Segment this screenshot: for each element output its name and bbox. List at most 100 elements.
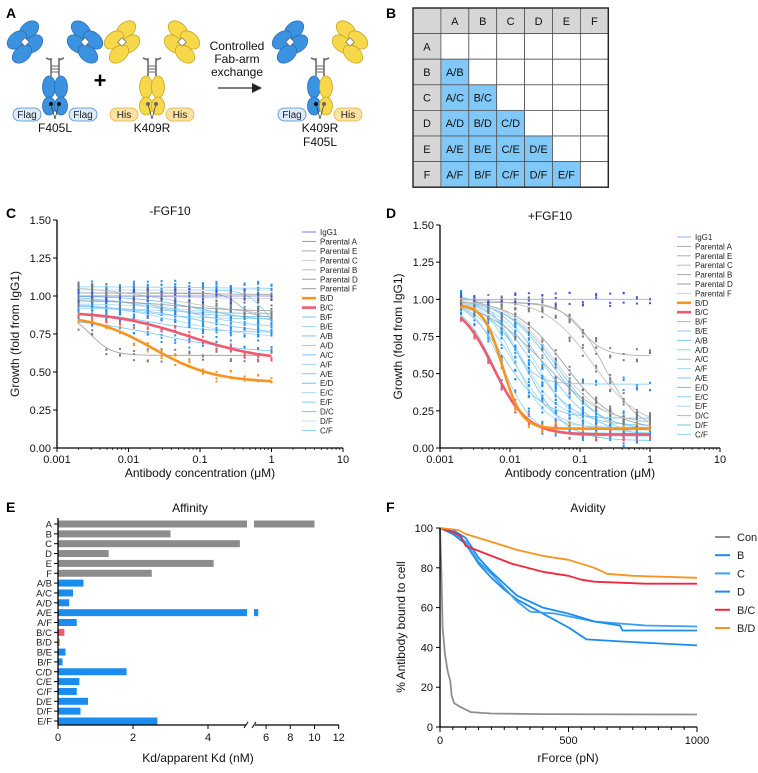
data-point xyxy=(487,340,490,343)
data-point xyxy=(609,410,612,413)
data-point xyxy=(118,326,121,329)
data-point xyxy=(91,333,94,336)
category-label: F xyxy=(46,569,52,580)
data-point xyxy=(201,300,204,303)
data-point xyxy=(514,312,517,315)
his-tag-label: His xyxy=(117,110,131,121)
data-point xyxy=(473,324,476,327)
data-point xyxy=(270,292,273,295)
data-point xyxy=(635,296,638,299)
legend-label: A/D xyxy=(320,341,334,350)
data-point xyxy=(243,327,246,330)
data-point xyxy=(132,326,135,329)
data-point xyxy=(609,421,612,424)
pair-label: B/C xyxy=(474,93,492,105)
data-point xyxy=(201,311,204,314)
bar-a-d xyxy=(58,599,70,607)
data-point xyxy=(487,305,490,308)
x-tick-label: 500 xyxy=(559,735,577,747)
data-point xyxy=(541,406,544,409)
data-point xyxy=(581,303,584,306)
data-point xyxy=(541,382,544,385)
curve-b-d xyxy=(439,527,698,579)
data-point xyxy=(541,430,544,433)
data-point xyxy=(188,325,191,328)
legend-label: B/E xyxy=(320,323,333,332)
data-point xyxy=(270,357,273,360)
fab-domain xyxy=(276,44,298,64)
data-point xyxy=(487,293,490,296)
bar-b-c xyxy=(58,628,65,636)
data-point xyxy=(622,403,625,406)
table-cell xyxy=(496,58,526,86)
table-cell xyxy=(580,84,609,111)
data-point xyxy=(581,354,584,357)
data-point xyxy=(554,316,557,319)
data-point xyxy=(609,429,612,432)
legend-label: A/B xyxy=(695,336,708,345)
data-point xyxy=(609,388,612,391)
data-point xyxy=(541,423,544,426)
category-label: A/E xyxy=(37,608,52,619)
data-point xyxy=(188,326,191,329)
fit-curve-parental-d xyxy=(78,292,272,295)
data-point xyxy=(91,316,94,319)
bar-a-f xyxy=(58,619,77,626)
data-point xyxy=(257,314,260,317)
data-point xyxy=(229,292,232,295)
data-point xyxy=(514,292,517,295)
data-point xyxy=(243,355,246,358)
data-point xyxy=(649,424,651,427)
data-point xyxy=(91,324,94,327)
fit-curve-e-c xyxy=(461,301,651,436)
data-point xyxy=(554,307,557,310)
data-point xyxy=(635,424,638,427)
data-point xyxy=(527,412,530,415)
data-point xyxy=(609,301,612,304)
fab-gap xyxy=(345,37,355,47)
y-tick-label: 0.75 xyxy=(30,329,51,341)
category-label: B/F xyxy=(37,657,52,668)
antibody-f405l: Flag Flag xyxy=(6,20,104,122)
data-point xyxy=(243,347,246,350)
data-point xyxy=(649,389,651,392)
bar-d xyxy=(58,550,109,558)
data-point xyxy=(649,302,651,305)
data-point xyxy=(514,344,517,347)
legend-label: E/C xyxy=(695,393,709,402)
data-point xyxy=(500,336,503,339)
data-point xyxy=(77,286,80,289)
data-point xyxy=(257,360,260,363)
legend-label: Parental A xyxy=(320,237,358,246)
row-header: F xyxy=(424,169,431,181)
data-point xyxy=(160,349,163,352)
data-point xyxy=(527,391,530,394)
data-point xyxy=(609,390,612,393)
antibody-bispecific: Flag His xyxy=(271,20,369,122)
data-point xyxy=(105,313,108,316)
data-point xyxy=(568,421,571,424)
legend-label: Parental A xyxy=(695,242,733,251)
data-point xyxy=(270,334,273,337)
data-point xyxy=(635,439,638,442)
data-point xyxy=(581,428,584,431)
y-axis-label: Growth (fold from IgG1) xyxy=(8,271,22,397)
pair-label: B/F xyxy=(474,169,491,181)
chart-plus-fgf10: +FGF10 0.00 0.25 0.50 0.75 1.00 1.25 1.50 0.001 0… xyxy=(391,209,733,480)
table-corner-cell xyxy=(412,7,442,35)
data-point xyxy=(527,292,530,295)
data-point xyxy=(257,305,260,308)
data-point xyxy=(132,359,135,362)
flag-tag-label: Flag xyxy=(17,110,36,121)
data-point xyxy=(581,414,584,417)
data-point xyxy=(554,406,557,409)
data-point xyxy=(500,303,503,306)
data-point xyxy=(622,376,625,379)
data-point xyxy=(174,285,177,288)
legend-label: E/D xyxy=(695,383,709,392)
table-cell xyxy=(524,84,553,111)
data-point xyxy=(609,356,612,359)
data-point xyxy=(146,343,149,346)
data-point xyxy=(105,298,108,301)
pair-label: A/F xyxy=(446,169,463,181)
